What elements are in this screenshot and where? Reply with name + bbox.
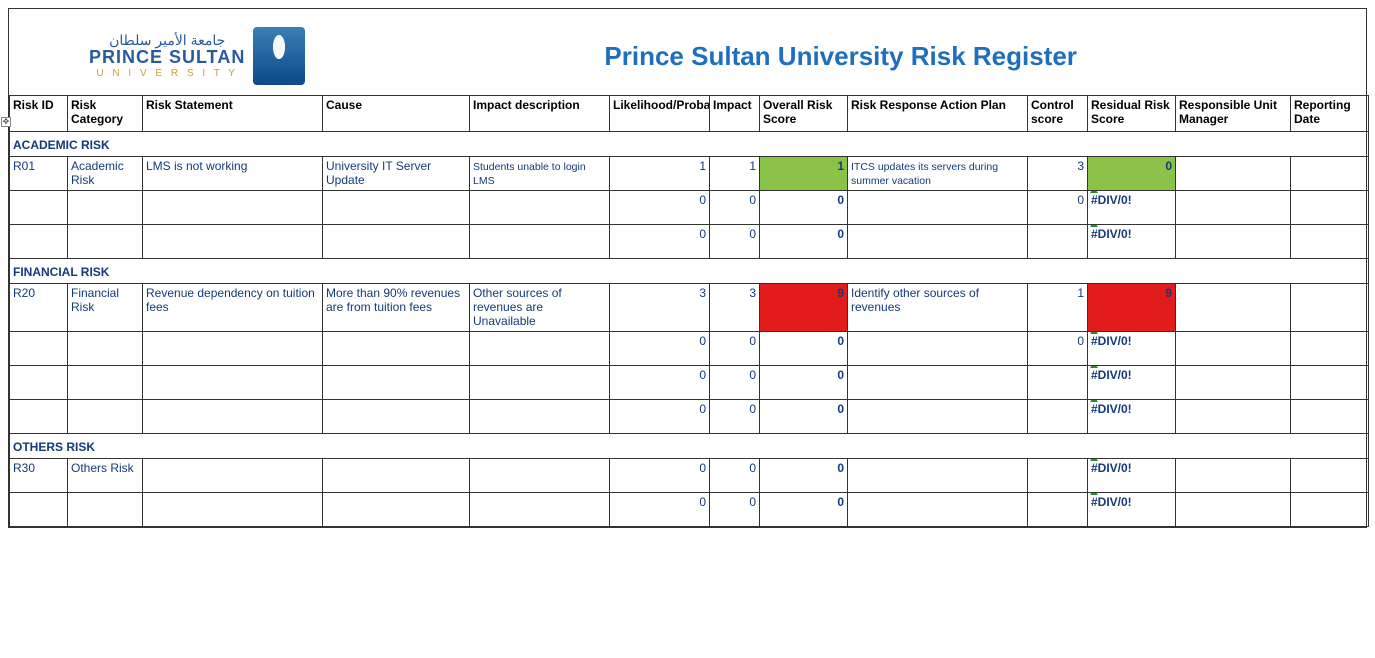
cell-ctrl: 3 [1028,157,1088,191]
cell-stmt: Revenue dependency on tuition fees [143,284,323,332]
risk-table: Risk ID Risk Category Risk Statement Cau… [9,95,1369,527]
cell-impact: Students unable to login LMS [470,157,610,191]
col-responsible: Responsible Unit Manager [1176,96,1291,132]
cell-impn: 1 [710,157,760,191]
logo-main: PRINCE SULTAN [89,48,245,68]
cell-like: 3 [610,284,710,332]
col-overall: Overall Risk Score [760,96,848,132]
cell-res-error: #DIV/0! [1088,493,1176,527]
section-others: OTHERS RISK [10,434,1369,459]
logo-sub: U N I V E R S I T Y [89,68,245,79]
table-row: R20 Financial Risk Revenue dependency on… [10,284,1369,332]
header-row: Risk ID Risk Category Risk Statement Cau… [10,96,1369,132]
cell-impact: Other sources of revenues are Unavailabl… [470,284,610,332]
col-cause: Cause [323,96,470,132]
col-risk-statement: Risk Statement [143,96,323,132]
cell-res-error: #DIV/0! [1088,225,1176,259]
cell-like: 1 [610,157,710,191]
col-impact-desc: Impact description [470,96,610,132]
cell-stmt: LMS is not working [143,157,323,191]
table-anchor-icon: ✥ [1,117,11,127]
cell-plan: Identify other sources of revenues [848,284,1028,332]
cell-res-error: #DIV/0! [1088,332,1176,366]
col-reporting: Reporting Date [1291,96,1369,132]
section-financial: FINANCIAL RISK [10,259,1369,284]
table-row: 0 0 0 #DIV/0! [10,493,1369,527]
col-control: Control score [1028,96,1088,132]
col-impact: Impact [710,96,760,132]
header: جامعة الأمير سلطان PRINCE SULTAN U N I V… [9,9,1366,95]
cell-res-error: #DIV/0! [1088,459,1176,493]
logo-arabic: جامعة الأمير سلطان [89,33,245,48]
cell-overall: 1 [760,157,848,191]
cell-cause: More than 90% revenues are from tuition … [323,284,470,332]
section-academic: ACADEMIC RISK [10,132,1369,157]
cell-res-error: #DIV/0! [1088,366,1176,400]
cell-id: R01 [10,157,68,191]
cell-ctrl: 1 [1028,284,1088,332]
logo: جامعة الأمير سلطان PRINCE SULTAN U N I V… [89,27,305,85]
col-plan: Risk Response Action Plan [848,96,1028,132]
col-residual: Residual Risk Score [1088,96,1176,132]
cell-id: R30 [10,459,68,493]
cell-plan: ITCS updates its servers during summer v… [848,157,1028,191]
col-risk-category: Risk Category [68,96,143,132]
cell-resp [1176,157,1291,191]
section-title: OTHERS RISK [10,434,1369,459]
table-row: 0 0 0 #DIV/0! [10,400,1369,434]
cell-res: 9 [1088,284,1176,332]
cell-cat: Others Risk [68,459,143,493]
risk-register-page: ✥ جامعة الأمير سلطان PRINCE SULTAN U N I… [8,8,1367,528]
table-row: 0 0 0 #DIV/0! [10,225,1369,259]
section-title: FINANCIAL RISK [10,259,1369,284]
logo-text: جامعة الأمير سلطان PRINCE SULTAN U N I V… [89,33,245,79]
cell-impn: 3 [710,284,760,332]
cell-res: 0 [1088,157,1176,191]
cell-cat: Financial Risk [68,284,143,332]
cell-date [1291,157,1369,191]
cell-cat: Academic Risk [68,157,143,191]
cell-overall: 9 [760,284,848,332]
table-row: R01 Academic Risk LMS is not working Uni… [10,157,1369,191]
cell-id: R20 [10,284,68,332]
cell-res-error: #DIV/0! [1088,191,1176,225]
logo-badge-icon [253,27,305,85]
cell-cause: University IT Server Update [323,157,470,191]
table-row: 0 0 0 0 #DIV/0! [10,332,1369,366]
col-risk-id: Risk ID [10,96,68,132]
col-likelihood: Likelihood/Probability [610,96,710,132]
cell-res-error: #DIV/0! [1088,400,1176,434]
table-row: R30 Others Risk 0 0 0 #DIV/0! [10,459,1369,493]
page-title: Prince Sultan University Risk Register [305,41,1336,72]
section-title: ACADEMIC RISK [10,132,1369,157]
table-row: 0 0 0 #DIV/0! [10,366,1369,400]
table-row: 0 0 0 0 #DIV/0! [10,191,1369,225]
